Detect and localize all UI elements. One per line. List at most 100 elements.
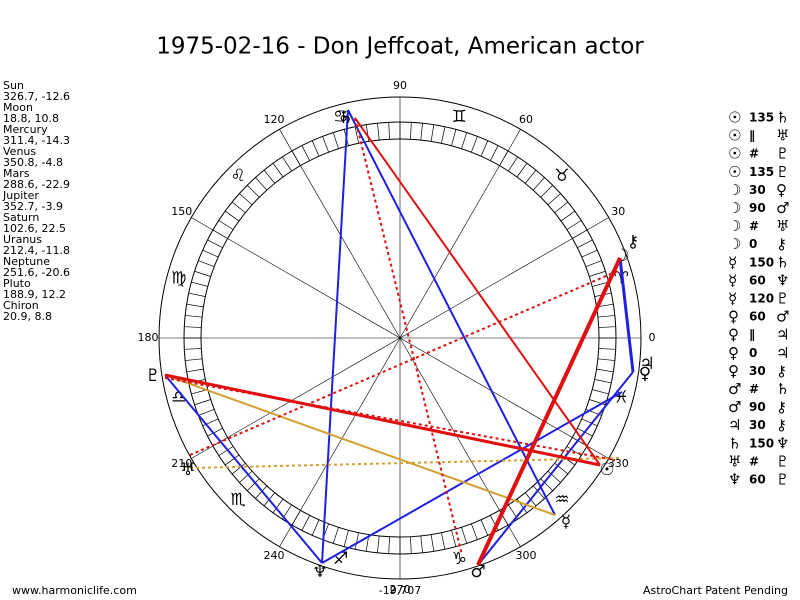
hatch-tick [524,169,537,184]
aspect-planet: ☽ [728,235,741,253]
hatch-tick [430,124,435,142]
aspect-planet: ♆ [776,434,789,452]
hatch-tick [377,535,380,553]
hatch-tick [272,163,284,178]
hatch-tick [202,249,219,258]
aspect-line [354,117,463,556]
hatch-tick [596,368,614,373]
planet-name: Venus [3,145,36,158]
planet-name: Pluto [3,277,31,290]
planet-glyph: ♃ [639,354,654,374]
hatch-tick [508,156,518,172]
planet-name: Saturn [3,211,39,224]
planet-name: Mars [3,167,30,180]
hatch-tick [272,498,284,513]
aspect-line [189,269,621,456]
hatch-tick [225,454,240,466]
hatch-tick [592,389,609,395]
aspect-planet: ♇ [776,471,789,489]
hatch-tick [451,129,457,146]
hatch-tick [311,519,320,536]
aspect-line [189,457,621,469]
hatch-tick [185,358,203,361]
planet-glyph: ♀ [639,364,651,384]
aspect-planet: ♂ [728,380,741,398]
aspect-planet: ☽ [728,181,741,199]
aspect-type: 60 [749,273,766,287]
degree-label: 210 [171,457,192,470]
spoke [399,129,521,339]
hatch-tick [354,532,359,550]
degree-label: 270 [390,583,411,596]
hatch-tick [560,210,575,222]
hatch-tick [188,292,206,297]
aspect-type: 30 [749,364,766,378]
hatch-tick [239,193,253,206]
aspect-line [164,373,601,467]
aspect-type: ∥ [749,328,755,342]
aspect-planet: ⚷ [776,398,787,416]
hatch-tick [322,136,330,153]
aspect-type: 150 [749,255,774,269]
hatch-tick [301,145,310,161]
planet-glyph: ♆ [312,562,327,582]
aspect-type: 120 [749,292,774,306]
hatch-tick [410,122,412,140]
hatch-tick [480,140,489,157]
hatch-tick [198,260,215,268]
hatch-tick [540,478,553,491]
hatch-tick [480,519,489,536]
aspect-type: 90 [749,201,766,215]
aspect-planet: ♅ [776,217,789,235]
aspect-planet: ☉ [728,163,741,181]
hatch-tick [441,126,446,144]
hatch-tick [581,249,598,258]
planet-glyph: ♂ [470,562,485,582]
hatch-tick [554,201,569,214]
planet-name: Sun [3,79,24,92]
hatch-tick [186,368,204,373]
hatch-tick [594,379,612,384]
aspect-planet: ☿ [728,290,737,308]
hatch-tick [577,239,593,248]
aspect-planet: ♆ [728,471,741,489]
hatch-tick [420,123,423,141]
degree-label: 300 [516,549,537,562]
planet-glyph: ☉ [599,460,614,480]
hatch-tick [332,527,339,544]
planet-name: Neptune [3,255,50,268]
hatch-tick [585,260,602,268]
aspect-planet: ⚷ [776,416,787,434]
aspect-planet: ♀ [776,181,787,199]
planet-position: 20.9, 8.8 [3,310,52,323]
aspect-planet: ♄ [776,253,789,271]
spoke [279,337,401,547]
aspect-type: 90 [749,400,766,414]
aspect-type: 30 [749,418,766,432]
planet-position: 350.8, -4.8 [3,156,63,169]
sign-glyph: ♌ [230,166,245,186]
degree-label: 30 [611,205,625,218]
aspect-line [476,257,622,566]
footer-left: www.harmoniclife.com [12,584,137,597]
aspect-planet: ♅ [776,127,789,145]
hatch-tick [184,348,202,350]
sign-glyph: ♊ [452,107,467,127]
hatch-tick [185,315,203,318]
planet-position: 188.9, 12.2 [3,288,66,301]
hatch-tick [532,177,545,191]
aspect-planet: ☿ [728,271,737,289]
sign-glyph: ♉ [554,166,569,186]
degree-label: 240 [264,549,285,562]
hatch-tick [547,470,561,483]
hatch-tick [540,185,553,198]
aspect-planet: ♂ [728,398,741,416]
planet-glyph: ☽ [614,246,629,266]
hatch-tick [343,530,349,547]
aspect-planet: ♃ [728,416,741,434]
spoke [399,217,609,339]
spoke [279,129,401,339]
aspect-line [618,257,635,373]
aspect-planet: ☽ [728,199,741,217]
hatch-tick [598,326,616,328]
